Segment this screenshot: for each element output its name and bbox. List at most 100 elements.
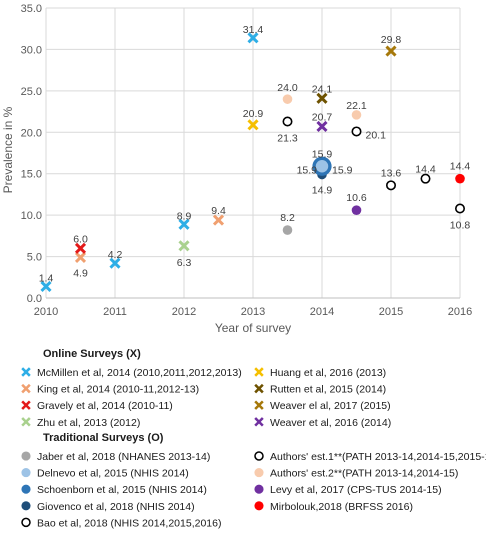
data-point-marker xyxy=(315,160,329,173)
data-label: 4.9 xyxy=(73,267,88,279)
data-point-marker xyxy=(40,280,52,292)
data-label: 1.4 xyxy=(39,272,54,284)
legend-marker xyxy=(254,501,264,511)
y-axis-ticks: 0.0 5.0 10.0 15.0 20.0 25.0 30.0 35.0 xyxy=(21,3,42,305)
data-point-marker xyxy=(247,119,259,131)
data-markers xyxy=(40,32,465,292)
y-tick-label: 35.0 xyxy=(21,3,42,15)
data-point-marker xyxy=(109,257,121,269)
data-point-marker xyxy=(385,180,396,191)
data-label: 10.8 xyxy=(450,220,471,232)
legend-marker xyxy=(254,484,264,494)
x-tick-label: 2010 xyxy=(34,306,58,318)
data-point-marker xyxy=(420,173,431,184)
x-tick-label: 2012 xyxy=(172,306,196,318)
x-axis-ticks: 2010 2011 2012 2013 2014 2015 2016 xyxy=(34,306,472,318)
data-label: 9.4 xyxy=(211,205,226,217)
legend-marker xyxy=(21,417,31,427)
y-tick-label: 15.0 xyxy=(21,169,42,181)
legend-entry-label: Huang et al, 2016 (2013) xyxy=(270,367,386,379)
legend-entry-label: Weaver el al, 2017 (2015) xyxy=(270,400,391,412)
legend-entry-label: Weaver et al, 2016 (2014) xyxy=(270,417,391,429)
data-label: 20.9 xyxy=(243,108,264,120)
data-point-marker xyxy=(282,116,293,127)
legend-entry-label: Gravely et al, 2014 (2010-11) xyxy=(37,400,173,412)
y-tick-label: 30.0 xyxy=(21,44,42,56)
data-point-marker xyxy=(282,225,293,235)
data-point-marker xyxy=(351,205,362,215)
x-tick-label: 2016 xyxy=(448,306,472,318)
x-axis-title: Year of survey xyxy=(215,321,291,335)
legend-marker xyxy=(21,383,31,394)
data-label: 14.4 xyxy=(415,164,436,176)
data-point-marker xyxy=(454,203,465,214)
data-label: 14.4 xyxy=(450,161,471,173)
legend-entry-label: Rutten et al, 2015 (2014) xyxy=(270,384,386,396)
legend-marker xyxy=(254,383,264,394)
legend-marker xyxy=(254,400,264,410)
data-label: 24.1 xyxy=(312,83,333,95)
data-point-marker xyxy=(74,242,87,254)
data-label: 15.9 xyxy=(297,164,318,176)
x-tick-label: 2014 xyxy=(310,306,334,318)
legend-marker xyxy=(254,451,264,461)
legend-entry-label: Levy et al, 2017 (CPS-TUS 2014-15) xyxy=(270,484,442,496)
legend-entry-label: Giovenco et al, 2018 (NHIS 2014) xyxy=(37,501,195,513)
legend-entry-label: Zhu et al, 2013 (2012) xyxy=(37,417,140,429)
legend-entry-label: King et al, 2014 (2010-11,2012-13) xyxy=(37,384,199,396)
legend-group-title: Traditional Surveys (O) xyxy=(43,432,164,444)
data-label: 29.8 xyxy=(381,34,402,46)
x-tick-label: 2013 xyxy=(241,306,265,318)
data-label: 14.9 xyxy=(312,185,333,197)
legend-entry-label: Mirbolouk,2018 (BRFSS 2016) xyxy=(270,501,413,513)
legend-marker xyxy=(254,468,264,478)
data-label: 8.9 xyxy=(177,210,192,222)
data-point-marker xyxy=(178,218,190,230)
y-tick-label: 0.0 xyxy=(27,293,42,305)
data-point-marker xyxy=(212,214,225,226)
data-label: 22.1 xyxy=(346,100,367,112)
legend-entry-label: Authors' est.1**(PATH 2013-14,2014-15,20… xyxy=(270,451,486,463)
data-point-marker xyxy=(316,120,328,133)
data-label: 10.6 xyxy=(346,192,367,204)
data-point-marker xyxy=(455,173,465,184)
data-label: 15.9 xyxy=(332,164,353,176)
legend-entry-label: McMillen et al, 2014 (2010,2011,2012,201… xyxy=(37,367,242,379)
legend-group-title: Online Surveys (X) xyxy=(43,348,141,360)
y-tick-label: 5.0 xyxy=(27,252,42,264)
gridlines xyxy=(45,7,461,299)
data-point-marker xyxy=(282,94,293,104)
data-point-marker xyxy=(351,126,362,137)
data-point-marker xyxy=(247,32,259,44)
legend-entry-label: Delnevo et al, 2015 (NHIS 2014) xyxy=(37,468,189,480)
legend-marker xyxy=(254,367,264,377)
legend-marker xyxy=(21,400,31,410)
data-point-marker xyxy=(178,240,190,252)
data-label: 24.0 xyxy=(277,82,298,94)
x-tick-label: 2015 xyxy=(379,306,403,318)
legend: Online Surveys (X) Traditional Surveys (O… xyxy=(21,348,486,529)
data-point-marker xyxy=(351,110,362,120)
legend-entry-label: Jaber et al, 2018 (NHANES 2013-14) xyxy=(37,451,210,463)
legend-marker xyxy=(21,484,31,494)
legend-marker xyxy=(21,451,31,461)
legend-entry-label: Schoenborn et al, 2015 (NHIS 2014) xyxy=(37,484,207,496)
legend-entry-label: Authors' est.2**(PATH 2013-14,2014-15) xyxy=(270,468,458,480)
legend-entry-label: Bao et al, 2018 (NHIS 2014,2015,2016) xyxy=(37,517,221,529)
legend-marker xyxy=(254,417,264,427)
data-label: 13.6 xyxy=(381,167,402,179)
data-label: 6.3 xyxy=(177,257,192,269)
data-label: 31.4 xyxy=(243,24,264,36)
legend-marker xyxy=(21,517,31,528)
legend-marker xyxy=(21,468,31,478)
data-label: 15.9 xyxy=(312,148,333,160)
y-tick-label: 10.0 xyxy=(21,210,42,222)
legend-marker xyxy=(21,501,31,511)
data-point-marker xyxy=(74,251,87,263)
y-axis-title: Prevalence in % xyxy=(1,106,15,193)
y-tick-label: 25.0 xyxy=(21,86,42,98)
y-tick-label: 20.0 xyxy=(21,127,42,139)
x-tick-label: 2011 xyxy=(103,306,127,318)
data-label: 8.2 xyxy=(280,212,295,224)
